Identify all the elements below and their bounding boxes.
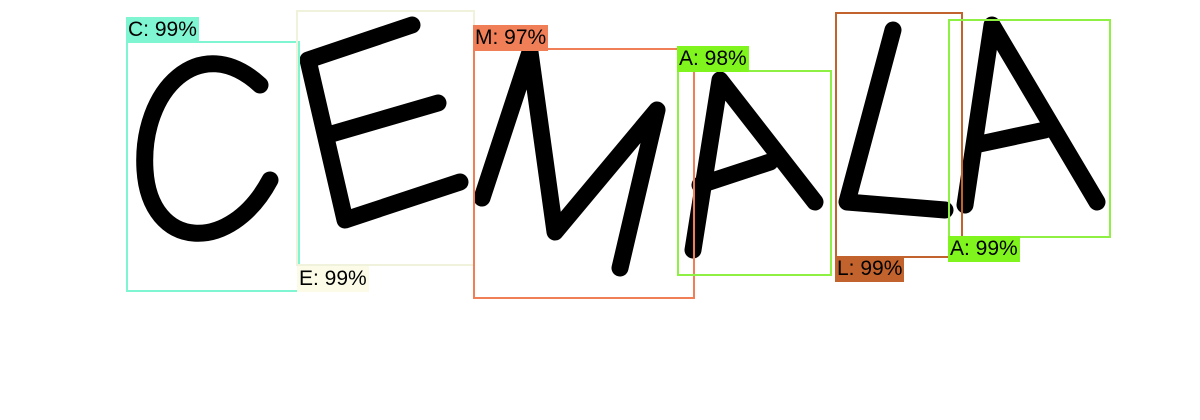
label-a-first: A: 98%	[677, 46, 749, 72]
label-l: L: 99%	[835, 256, 905, 282]
glyph-e-stroke	[299, 16, 469, 229]
glyph-l-stroke	[838, 21, 954, 219]
glyph-a2-stroke	[956, 16, 1106, 214]
glyph-m-stroke	[473, 43, 666, 277]
glyph-c-stroke	[136, 55, 279, 242]
label-a-second: A: 99%	[948, 236, 1020, 262]
bbox-l	[835, 12, 963, 258]
label-c: C: 99%	[126, 17, 199, 43]
bbox-a-second	[948, 19, 1111, 238]
bbox-a-first	[677, 70, 832, 276]
bbox-c	[126, 41, 300, 292]
bbox-e	[296, 10, 475, 266]
label-e: E: 99%	[297, 266, 369, 292]
glyph-a1-stroke	[684, 71, 824, 259]
label-m: M: 97%	[473, 25, 549, 51]
bbox-m	[473, 48, 695, 299]
